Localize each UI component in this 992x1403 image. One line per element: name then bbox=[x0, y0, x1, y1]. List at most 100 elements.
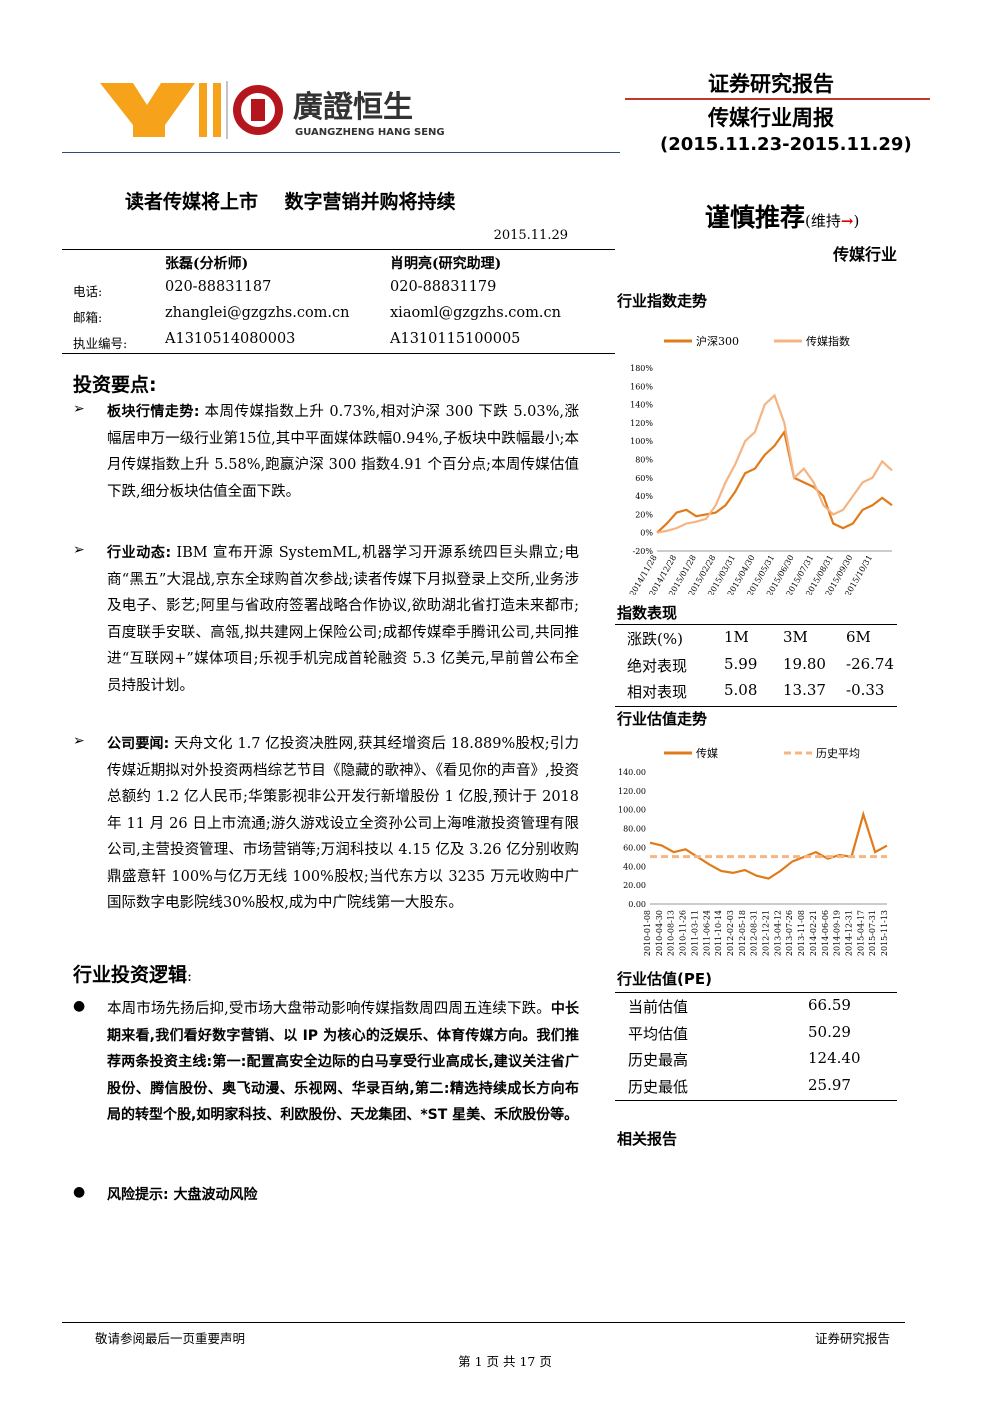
table-cell: 绝对表现 bbox=[627, 656, 688, 675]
x-tick-label: 2013-07-26 bbox=[785, 910, 794, 956]
table-cell: 25.97 bbox=[808, 1075, 851, 1094]
x-tick-label: 2012-12-21 bbox=[762, 910, 771, 956]
table-cell: 5.08 bbox=[724, 681, 758, 699]
text-run: 大盘波动风险 bbox=[168, 1187, 258, 1203]
legend-label: 传媒 bbox=[696, 747, 718, 760]
side-heading: 指数表现 bbox=[617, 604, 678, 622]
x-tick-label: 2014-09-19 bbox=[833, 910, 842, 956]
y-tick-label: 100% bbox=[630, 437, 653, 446]
logo-en: GUANGZHENG HANG SENG bbox=[295, 127, 445, 138]
legend-label: 沪深300 bbox=[696, 334, 739, 348]
valuation-chart: 0.00 20.00 40.00 60.00 80.00 100.00 120.00 140.… bbox=[618, 747, 889, 956]
analyst-info: 020-88831179 bbox=[390, 279, 497, 295]
y-tick-label: 80.00 bbox=[623, 825, 646, 834]
doc-type: 证券研究报告 bbox=[708, 72, 834, 96]
y-tick-label: 60.00 bbox=[623, 843, 646, 852]
x-tick-label: 2010-04-30 bbox=[655, 910, 664, 956]
page-number: 第 1 页 共 17 页 bbox=[458, 1354, 552, 1369]
logo-cn: 廣證恒生 bbox=[293, 90, 413, 125]
table-header: 1M bbox=[724, 628, 749, 646]
x-tick-label: 2010-08-13 bbox=[667, 910, 676, 956]
table-cell: -0.33 bbox=[846, 681, 885, 699]
text-run: 公司要闻: bbox=[107, 736, 170, 752]
side-heading: 行业指数走势 bbox=[617, 292, 708, 310]
text-run: 板块行情走势: bbox=[107, 404, 200, 420]
y-tick-label: 0% bbox=[640, 529, 653, 538]
table-header: 涨跌(%) bbox=[627, 630, 683, 648]
paragraph: 板块行情走势: 本周传媒指数上升 0.73%,相对沪深 300 下跌 5.03%… bbox=[107, 399, 579, 505]
y-tick-label: 140% bbox=[630, 401, 653, 410]
table-header: 6M bbox=[846, 628, 871, 646]
series-line bbox=[656, 429, 893, 534]
table-cell: 5.99 bbox=[724, 654, 758, 673]
y-tick-label: 120.00 bbox=[618, 787, 646, 796]
y-tick-label: -20% bbox=[633, 547, 654, 556]
heading-colon: : bbox=[187, 967, 193, 985]
analyst-info: xiaoml@gzgzhs.com.cn bbox=[390, 305, 561, 321]
x-tick-label: 2013-11-08 bbox=[797, 910, 806, 956]
x-tick-label: 2011-06-24 bbox=[702, 910, 711, 956]
y-tick-label: 180% bbox=[630, 364, 653, 373]
x-tick-label: 2014-06-06 bbox=[821, 910, 830, 956]
table-cell: 相对表现 bbox=[627, 683, 688, 701]
contact-label: 执业编号: bbox=[73, 336, 128, 351]
logo: 廣證恒生 GUANGZHENG HANG SENG bbox=[100, 81, 445, 139]
report-date: 2015.11.29 bbox=[493, 228, 568, 243]
x-tick-label: 2012-05-18 bbox=[738, 910, 747, 956]
paragraph: 风险提示: 大盘波动风险 bbox=[107, 1182, 579, 1209]
contact-label: 电话: bbox=[73, 284, 103, 299]
text-run: 中长期来看,我们看好数字营销、以 IP 为核心的泛娱乐、体育传媒方向。我们推荐两… bbox=[107, 1001, 580, 1123]
rule bbox=[62, 249, 615, 250]
y-tick-label: 100.00 bbox=[618, 806, 646, 815]
table-cell: 历史最高 bbox=[628, 1051, 689, 1069]
bullet: ➢ bbox=[73, 401, 85, 417]
table-rule bbox=[615, 624, 897, 625]
footer-disclaimer: 敬请参阅最后一页重要声明 bbox=[95, 1331, 246, 1346]
table-cell: 平均估值 bbox=[628, 1024, 689, 1043]
report-name: 传媒行业周报 bbox=[708, 106, 834, 130]
analyst-info: A1310115100005 bbox=[390, 331, 521, 347]
logo-mark bbox=[100, 83, 195, 137]
paragraph: 公司要闻: 天舟文化 1.7 亿投资决胜网,获其经增资后 18.889%股权;引… bbox=[107, 731, 579, 917]
index-chart: -20%0%20%40%60%80%100%120%140%160%180%20… bbox=[628, 334, 893, 595]
x-tick-label: 2011-10-14 bbox=[714, 910, 723, 956]
x-tick-label: 2015-04-17 bbox=[856, 910, 865, 956]
x-tick-label: 2014-02-21 bbox=[809, 910, 818, 956]
x-tick-label: 2015-07-31 bbox=[868, 910, 877, 956]
rating-industry: 传媒行业 bbox=[832, 245, 897, 264]
bullet: ➢ bbox=[73, 542, 85, 558]
rule bbox=[62, 353, 615, 354]
bullet: ➢ bbox=[73, 733, 85, 749]
x-tick-label: 2010-11-26 bbox=[679, 910, 688, 956]
section-heading: 行业投资逻辑 bbox=[73, 964, 188, 986]
table-cell: 13.37 bbox=[783, 681, 826, 699]
y-tick-label: 40% bbox=[635, 492, 653, 501]
x-tick-label: 2014-12-31 bbox=[844, 910, 853, 956]
analyst-info: 020-88831187 bbox=[165, 279, 272, 295]
table-header: 3M bbox=[783, 628, 808, 646]
paragraph: 本周市场先扬后抑,受市场大盘带动影响传媒指数周四周五连续下跌。中长期来看,我们看… bbox=[107, 996, 579, 1129]
analyst-name: 肖明亮(研究助理) bbox=[390, 256, 502, 272]
series-line bbox=[656, 393, 893, 534]
section-heading: 投资要点: bbox=[73, 374, 157, 396]
series-line bbox=[649, 810, 888, 880]
table-rule bbox=[615, 992, 897, 993]
table-cell: 当前估值 bbox=[628, 998, 689, 1016]
y-tick-label: 20.00 bbox=[623, 881, 646, 890]
x-tick-label: 2012-02-03 bbox=[726, 910, 735, 956]
x-tick-label: 2011-03-11 bbox=[690, 910, 699, 956]
logo-mark bbox=[199, 83, 207, 137]
text-run: IBM 宣布开源 SystemML,机器学习开源系统四巨头鼎立;电商“黑五”大混… bbox=[107, 545, 580, 694]
table-cell: 66.59 bbox=[808, 996, 851, 1014]
analyst-name: 张磊(分析师) bbox=[165, 256, 249, 272]
footer-right: 证券研究报告 bbox=[814, 1331, 890, 1346]
x-tick-label: 2012-08-31 bbox=[750, 910, 759, 956]
section-heading-wrap: 行业投资逻辑: bbox=[73, 960, 192, 987]
legend-label: 传媒指数 bbox=[806, 334, 850, 348]
y-tick-label: 140.00 bbox=[618, 768, 646, 777]
rating-arrow: → bbox=[840, 212, 854, 230]
y-tick-label: 40.00 bbox=[623, 862, 646, 871]
paragraph: 行业动态: IBM 宣布开源 SystemML,机器学习开源系统四巨头鼎立;电商… bbox=[107, 540, 579, 699]
table-cell: 19.80 bbox=[783, 654, 826, 673]
